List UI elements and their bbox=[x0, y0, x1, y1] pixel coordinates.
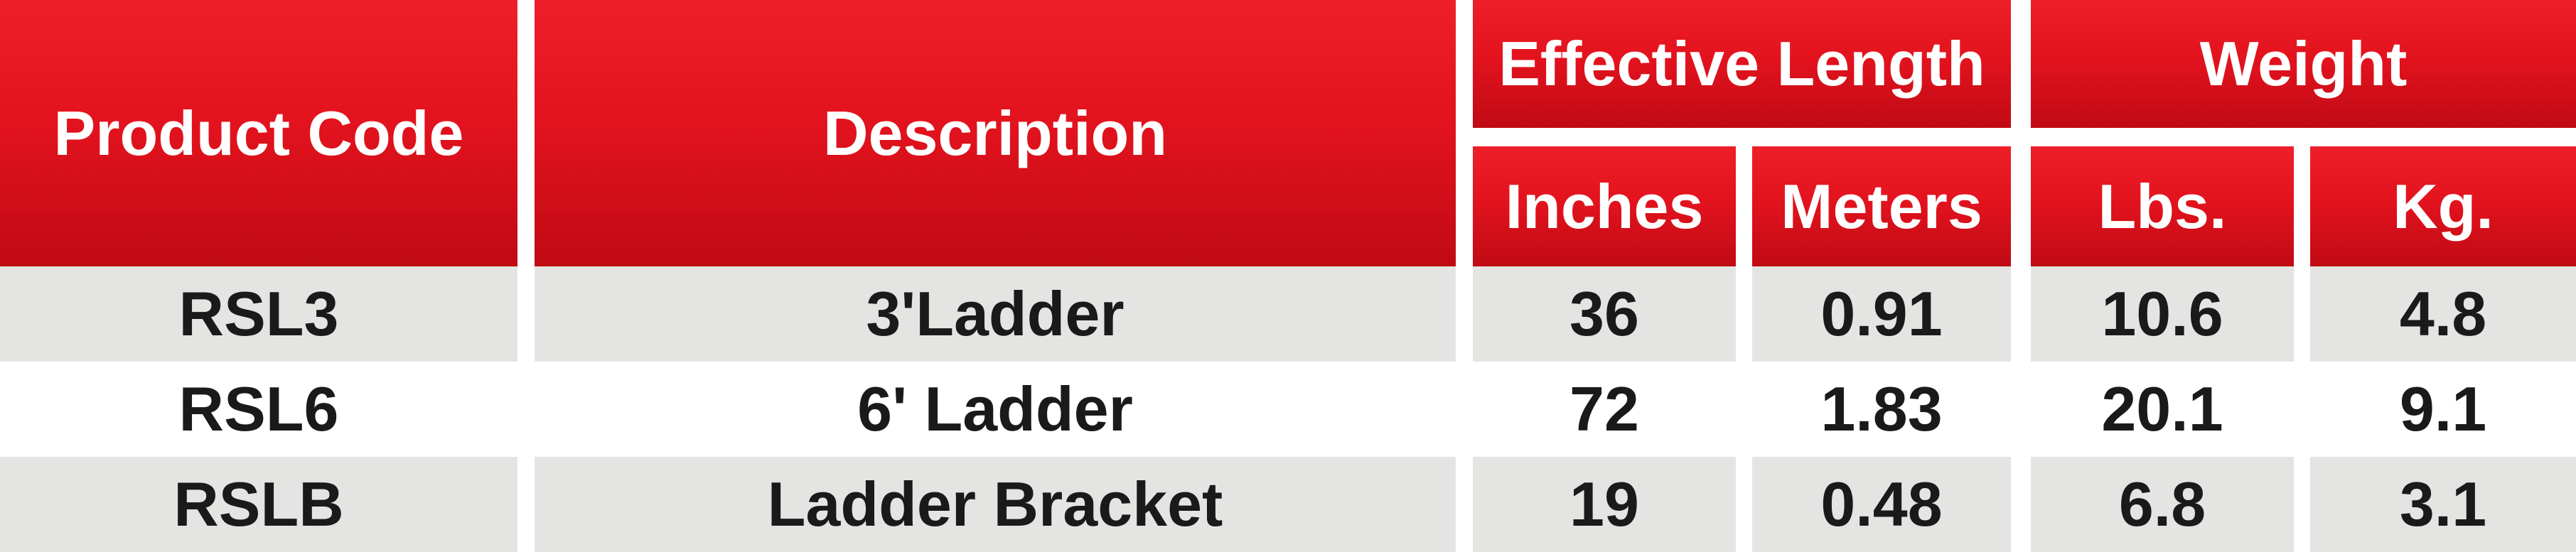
cell-meters: 0.48 bbox=[1752, 457, 2011, 552]
cell-lbs: 10.6 bbox=[2031, 266, 2294, 362]
header-meters: Meters bbox=[1752, 146, 2011, 266]
cell-description: Ladder Bracket bbox=[535, 457, 1456, 552]
cell-lbs: 6.8 bbox=[2031, 457, 2294, 552]
cell-meters: 0.91 bbox=[1752, 266, 2011, 362]
cell-kg: 9.1 bbox=[2310, 362, 2576, 457]
cell-kg: 3.1 bbox=[2310, 457, 2576, 552]
cell-inches: 72 bbox=[1473, 362, 1736, 457]
cell-product-code: RSL3 bbox=[0, 266, 517, 362]
cell-product-code: RSLB bbox=[0, 457, 517, 552]
cell-description: 6' Ladder bbox=[535, 362, 1456, 457]
header-inches: Inches bbox=[1473, 146, 1736, 266]
cell-meters: 1.83 bbox=[1752, 362, 2011, 457]
cell-product-code: RSL6 bbox=[0, 362, 517, 457]
header-weight: Weight bbox=[2031, 0, 2576, 128]
cell-kg: 4.8 bbox=[2310, 266, 2576, 362]
cell-lbs: 20.1 bbox=[2031, 362, 2294, 457]
header-kg: Kg. bbox=[2310, 146, 2576, 266]
header-lbs: Lbs. bbox=[2031, 146, 2294, 266]
header-description: Description bbox=[535, 0, 1456, 266]
cell-inches: 36 bbox=[1473, 266, 1736, 362]
cell-description: 3'Ladder bbox=[535, 266, 1456, 362]
cell-inches: 19 bbox=[1473, 457, 1736, 552]
header-effective-length: Effective Length bbox=[1473, 0, 2011, 128]
header-product-code: Product Code bbox=[0, 0, 517, 266]
